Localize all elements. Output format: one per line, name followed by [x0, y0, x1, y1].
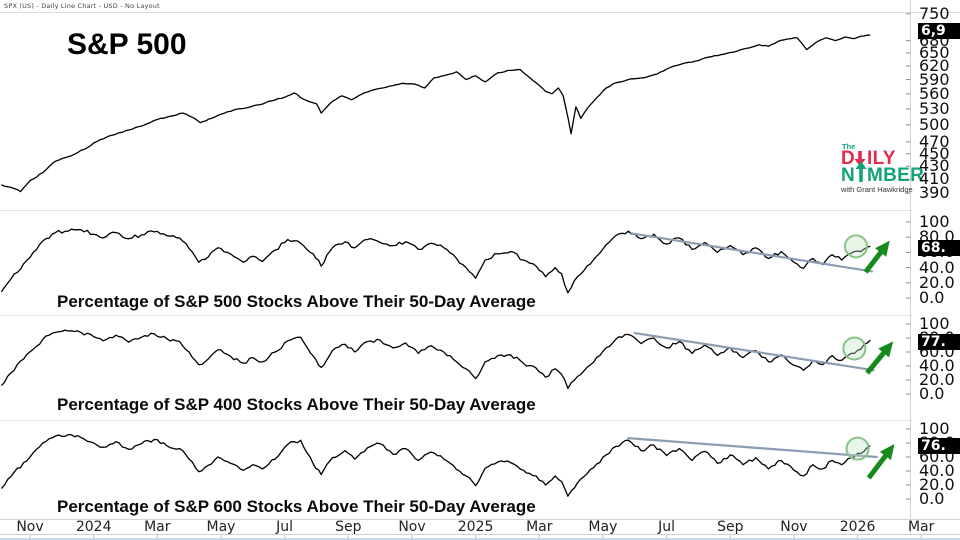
chart-title: S&P 500	[67, 28, 187, 61]
panel-title-sp400-breadth: Percentage of S&P 400 Stocks Above Their…	[57, 395, 536, 414]
pct-sp400-above-50d-trendline	[633, 332, 875, 372]
y-axis-label: 650	[919, 43, 950, 62]
y-axis-label: 430	[919, 156, 950, 176]
x-axis-label: May	[206, 519, 236, 535]
y-axis-label: 100	[919, 419, 950, 438]
y-axis-label: 390	[919, 183, 950, 202]
y-axis-label: 20.0	[919, 370, 955, 389]
y-axis-label: 20.0	[919, 475, 955, 494]
logo-daily: D ILY	[841, 147, 896, 169]
x-axis-label: Sep	[335, 519, 362, 535]
y-axis-label: 530	[919, 98, 950, 118]
logo-the: The	[842, 142, 856, 151]
pct-sp600-above-50d-breakout-arrow-icon	[866, 444, 895, 480]
y-axis-label: 0.0	[919, 384, 945, 403]
current-sp400-breadth-badge: 77.	[918, 334, 960, 350]
panel-title-sp500-breadth: Percentage of S&P 500 Stocks Above Their…	[57, 292, 536, 311]
pct-sp500-above-50d-breakout-arrow-icon	[863, 240, 890, 274]
pct-sp600-above-50d-highlight-circle	[845, 436, 870, 461]
pct-sp600-above-50d-trendline	[627, 437, 878, 459]
pct-sp400-above-50d-breakout-arrow-icon	[865, 341, 894, 375]
x-axis-label: Jul	[276, 519, 294, 535]
y-axis-label: 560	[919, 83, 950, 103]
sp500-price-line	[1, 34, 871, 193]
x-axis-label: May	[588, 519, 618, 535]
pct-sp400-above-50d-highlight-circle	[842, 336, 867, 361]
y-axis-label: 40.0	[919, 356, 955, 375]
y-axis-label: 470	[919, 131, 950, 151]
y-axis-label: 410	[919, 169, 950, 189]
pct-sp600-above-50d-line	[0, 433, 871, 497]
window-title: SPX (US) - Daily Line Chart - USD - No L…	[4, 2, 160, 10]
y-axis-label: 450	[919, 143, 950, 163]
panel-title-sp600-breadth: Percentage of S&P 600 Stocks Above Their…	[57, 497, 536, 516]
x-axis-label: Jul	[658, 519, 676, 535]
y-axis-label: 0.0	[919, 288, 945, 307]
timeline-scrollbar[interactable]	[0, 538, 960, 540]
y-axis-label: 750	[919, 3, 950, 23]
green-up-arrow-icon	[855, 160, 867, 182]
y-axis-label: 100	[919, 314, 950, 333]
x-axis-label: 2024	[75, 519, 112, 535]
pct-sp400-above-50d-line	[0, 329, 871, 390]
logo-number: N MBER	[841, 160, 924, 185]
y-axis-label: 620	[919, 55, 950, 75]
x-axis-label: Mar	[526, 519, 553, 535]
x-axis-label: 2026	[839, 519, 876, 535]
y-axis-label: 500	[919, 114, 950, 134]
y-axis-label: 20.0	[919, 272, 955, 292]
x-axis-label: Mar	[907, 519, 935, 535]
pct-sp500-above-50d-trendline	[630, 232, 874, 273]
x-axis-label: 2025	[457, 519, 494, 535]
current-sp500-breadth-badge: 68.	[918, 240, 960, 256]
pct-sp500-above-50d-line	[0, 228, 871, 294]
current-sp600-breadth-badge: 76.	[918, 438, 960, 454]
y-axis-label: 40.0	[919, 461, 955, 480]
y-axis-label: 590	[919, 69, 950, 89]
current-price-badge: 6,9	[918, 23, 960, 39]
y-axis-label: 40.0	[919, 257, 955, 277]
x-axis-label: Sep	[717, 519, 744, 535]
daily-number-logo: The D ILY N MBER with Grant Hawkridge	[841, 143, 924, 193]
pct-sp500-above-50d-highlight-circle	[843, 234, 868, 259]
x-axis-label: Nov	[780, 519, 808, 535]
logo-tagline: with Grant Hawkridge	[841, 184, 913, 194]
y-axis-label: 100	[919, 212, 950, 231]
x-axis-label: Mar	[144, 519, 171, 535]
y-axis-label: 0.0	[919, 489, 945, 508]
x-axis-label: Nov	[16, 519, 44, 535]
x-axis-label: Nov	[398, 519, 426, 535]
